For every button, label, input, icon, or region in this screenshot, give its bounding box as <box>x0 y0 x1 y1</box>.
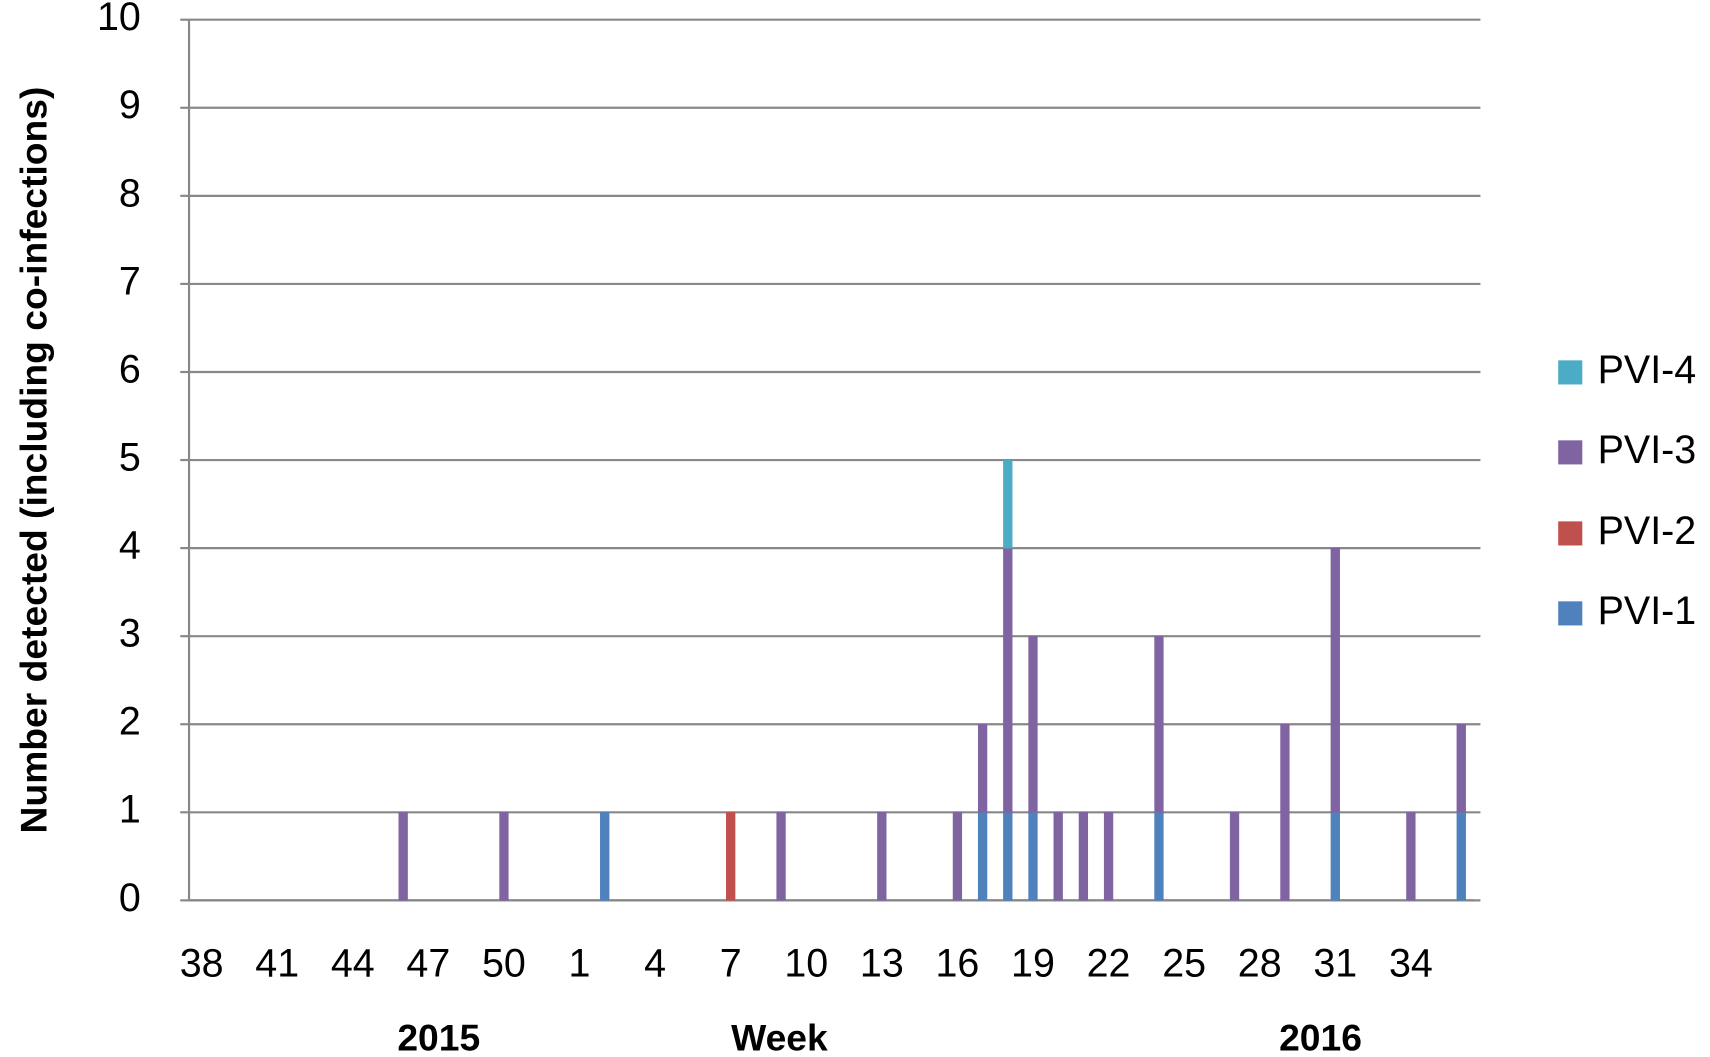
bar-segment <box>1028 812 1038 901</box>
y-tick-label: 10 <box>97 0 141 39</box>
x-tick-label: 38 <box>180 942 224 986</box>
bar-segment <box>1028 635 1038 813</box>
year-label: 2016 <box>1279 1016 1362 1057</box>
legend-swatch <box>1558 360 1583 385</box>
legend-label: PVI-4 <box>1598 348 1697 392</box>
legend-label: PVI-2 <box>1598 509 1697 553</box>
legend-swatch <box>1558 440 1583 465</box>
bar-segment <box>1406 812 1416 901</box>
bar-segment <box>499 812 509 901</box>
x-tick-label: 44 <box>331 942 375 986</box>
x-tick-label: 47 <box>406 942 450 986</box>
x-tick-label: 22 <box>1087 942 1131 986</box>
legend-swatch <box>1558 601 1583 626</box>
bar-segment <box>1053 812 1063 901</box>
y-tick-label: 0 <box>119 876 141 920</box>
x-tick-label: 50 <box>482 942 526 986</box>
year-label: 2015 <box>397 1016 480 1057</box>
bar-segment <box>977 723 988 813</box>
bar-segment <box>1003 459 1013 549</box>
bar-segment <box>1456 723 1466 813</box>
y-tick-label: 8 <box>119 171 141 215</box>
x-tick-label: 28 <box>1238 942 1282 986</box>
x-tick-label: 4 <box>644 942 666 986</box>
bar-segment <box>952 812 963 901</box>
y-tick-label: 3 <box>119 612 141 656</box>
bar-segment <box>877 812 887 901</box>
y-tick-label: 5 <box>119 435 141 479</box>
x-tick-label: 7 <box>720 942 742 986</box>
y-tick-label: 1 <box>119 788 141 832</box>
bar-segment <box>1280 723 1290 901</box>
legend-label: PVI-3 <box>1598 428 1697 472</box>
x-tick-label: 10 <box>784 942 828 986</box>
x-tick-label: 1 <box>569 942 591 986</box>
bar-segment <box>1154 635 1164 813</box>
bar-segment <box>1456 812 1466 901</box>
bar-segment <box>1229 812 1240 901</box>
y-tick-label: 6 <box>119 347 141 391</box>
bar-segment <box>1330 547 1340 813</box>
y-tick-label: 7 <box>119 259 141 303</box>
y-tick-label: 2 <box>119 700 141 744</box>
x-tick-label: 16 <box>935 942 979 986</box>
x-tick-label: 19 <box>1011 942 1055 986</box>
bar-segment <box>726 812 736 901</box>
bar-segment <box>776 812 786 901</box>
y-axis-label: Number detected (including co-infections… <box>13 87 55 834</box>
x-tick-label: 13 <box>860 942 904 986</box>
bar-segment <box>1154 812 1164 901</box>
bar-segment <box>1103 812 1114 901</box>
y-tick-label: 4 <box>119 524 141 568</box>
x-axis-label: Week <box>731 1016 828 1057</box>
x-tick-label: 25 <box>1162 942 1206 986</box>
x-tick-label: 34 <box>1389 942 1433 986</box>
bar-segment <box>600 812 610 901</box>
x-tick-label: 41 <box>255 942 299 986</box>
bar-segment <box>1078 812 1089 901</box>
bar-segment <box>977 812 988 901</box>
bar-segment <box>1003 547 1013 813</box>
x-tick-label: 31 <box>1313 942 1357 986</box>
legend-label: PVI-1 <box>1598 589 1697 633</box>
bar-segment <box>1003 812 1013 901</box>
legend-swatch <box>1558 521 1583 546</box>
bar-segment <box>1330 812 1340 901</box>
y-tick-label: 9 <box>119 83 141 127</box>
bar-segment <box>398 812 408 901</box>
